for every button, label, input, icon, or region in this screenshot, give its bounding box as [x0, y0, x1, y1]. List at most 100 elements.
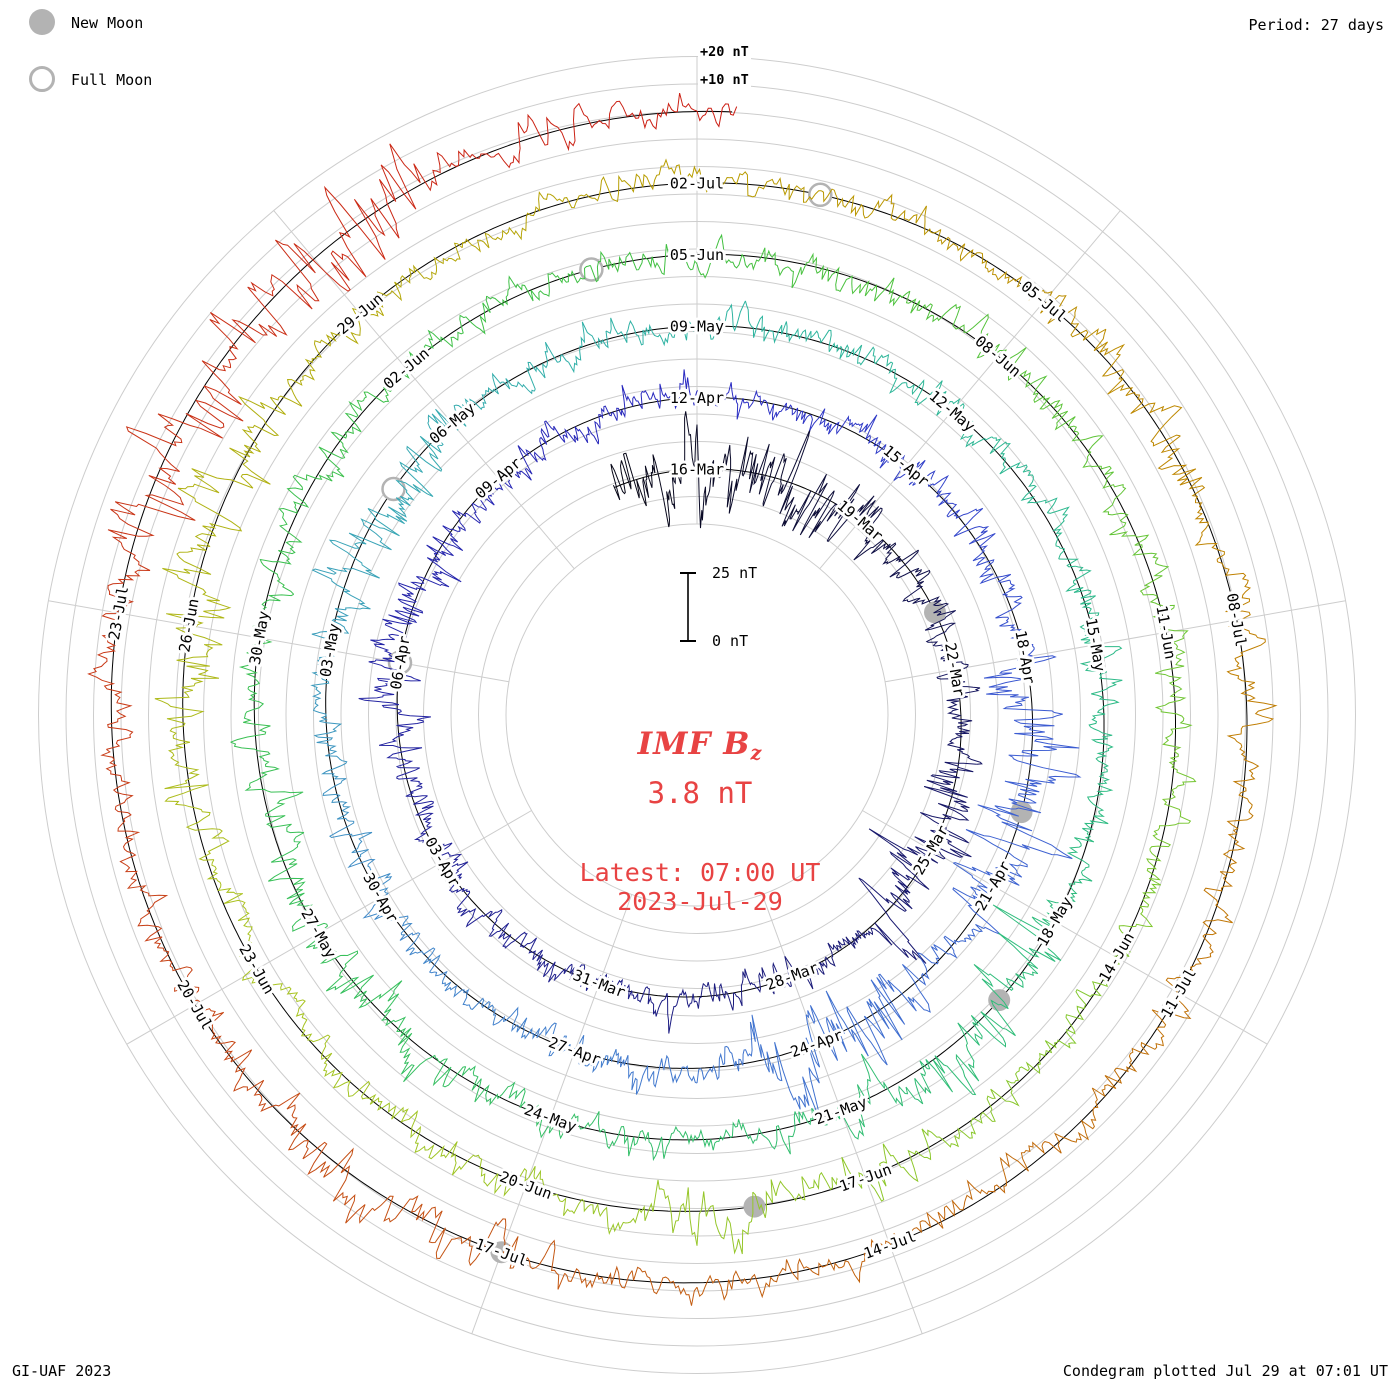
- bz-trace-segment: [363, 369, 410, 403]
- bz-trace-segment: [311, 567, 380, 610]
- bz-trace-segment: [270, 356, 318, 407]
- bz-trace-segment: [451, 393, 487, 431]
- baseline-spiral: [110, 110, 1248, 1284]
- full-moon-marker: [808, 182, 833, 208]
- bz-trace-segment: [853, 506, 883, 561]
- bz-trace-segment: [414, 1141, 476, 1176]
- bz-trace-segment: [696, 1270, 765, 1301]
- bz-trace-segment: [286, 885, 329, 934]
- bz-trace-segment: [651, 321, 698, 347]
- date-label: 30-May: [246, 610, 273, 666]
- full-moon-label: Full Moon: [71, 71, 153, 89]
- bz-trace-segment: [328, 819, 373, 865]
- bz-trace-segment: [1165, 933, 1214, 993]
- date-label: 14-Jun: [1095, 929, 1138, 985]
- scale-top-label: 25 nT: [712, 564, 758, 582]
- bz-trace-segment: [360, 495, 411, 537]
- bz-trace-segment: [846, 979, 903, 1066]
- bz-trace-segment: [917, 944, 951, 986]
- bz-trace-segment: [157, 947, 201, 1003]
- bz-trace-segment: [774, 1014, 821, 1115]
- bz-trace-segment: [995, 579, 1023, 623]
- full-moon-icon: [29, 66, 55, 92]
- bz-trace-segment: [1090, 738, 1114, 787]
- bz-trace-segment: [398, 565, 462, 591]
- bz-trace-segment: [323, 1063, 377, 1105]
- bz-trace-segment: [413, 795, 435, 835]
- bz-trace-segment: [988, 267, 1053, 301]
- imf-bz-title: IMF Bz: [0, 726, 1400, 764]
- date-label: 09-May: [670, 317, 724, 335]
- bz-trace-segment: [370, 143, 432, 239]
- bz-trace-segment: [884, 193, 942, 236]
- bz-trace-segment: [1157, 435, 1206, 501]
- bz-trace-segment: [381, 1002, 413, 1064]
- bz-trace: [87, 92, 1278, 1306]
- bz-trace-segment: [1005, 1047, 1053, 1091]
- bz-trace-segment: [758, 956, 792, 995]
- bz-trace-segment: [924, 610, 957, 644]
- bz-trace-segment: [1053, 1087, 1099, 1146]
- bz-trace-segment: [1162, 741, 1197, 800]
- bz-trace-segment: [902, 585, 950, 614]
- bz-trace-segment: [873, 353, 915, 394]
- bz-trace-segment: [696, 103, 738, 128]
- bz-trace-segment: [193, 1001, 236, 1063]
- bz-trace-segment: [472, 479, 504, 512]
- bz-trace-segment: [184, 804, 230, 861]
- bz-trace-segment: [553, 425, 599, 445]
- bz-trace-segment: [564, 1265, 633, 1289]
- bz-trace-segment: [786, 327, 832, 352]
- bz-trace-segment: [671, 411, 698, 509]
- bz-trace-segment: [419, 408, 459, 472]
- bz-trace-segment: [932, 643, 969, 668]
- bz-trace-segment: [610, 452, 647, 507]
- bz-trace-segment: [1102, 478, 1129, 536]
- bz-trace-segment: [1066, 831, 1095, 882]
- bz-trace-segment: [493, 113, 558, 169]
- bz-trace-segment: [230, 1049, 291, 1112]
- date-label: 20-Jul: [173, 977, 216, 1033]
- bz-trace-segment: [758, 177, 822, 203]
- bz-trace-segment: [952, 313, 1003, 359]
- bz-trace-segment: [525, 420, 555, 463]
- bz-trace-segment: [305, 933, 359, 992]
- bz-trace-segment: [1202, 871, 1233, 936]
- bz-trace-segment: [1008, 733, 1082, 778]
- bz-trace-segment: [594, 405, 626, 445]
- scale-bottom-label: 0 nT: [712, 632, 749, 650]
- date-label: 09-Apr: [472, 454, 525, 503]
- bz-trace-segment: [502, 1236, 566, 1290]
- bz-trace-segment: [792, 473, 837, 539]
- grid-spoke: [126, 810, 532, 1045]
- bz-trace-segment: [826, 1238, 890, 1284]
- bz-trace-segment: [185, 360, 244, 439]
- date-label: 11-Jun: [1152, 604, 1179, 660]
- bz-trace-segment: [809, 1156, 869, 1191]
- bz-trace-segment: [230, 741, 280, 792]
- bz-trace-segment: [642, 454, 673, 528]
- bz-trace-segment: [382, 589, 424, 625]
- bz-trace-segment: [738, 1014, 783, 1082]
- bz-trace-segment: [310, 650, 335, 694]
- bz-trace-segment: [1232, 746, 1260, 813]
- bz-trace-segment: [230, 688, 271, 743]
- bz-trace-segment: [946, 730, 983, 765]
- bz-trace-segment: [406, 329, 453, 373]
- bz-trace-segment: [399, 932, 441, 965]
- bz-trace-segment: [873, 440, 906, 481]
- bz-trace-segment: [1033, 392, 1078, 433]
- date-label: 12-Apr: [670, 389, 724, 407]
- bz-trace-segment: [536, 949, 573, 983]
- bz-trace-segment: [953, 403, 993, 448]
- bz-trace-segment: [164, 744, 209, 806]
- bz-trace-segment: [953, 838, 1028, 886]
- bz-trace-segment: [461, 226, 522, 253]
- new-moon-marker: [743, 1195, 766, 1218]
- bz-trace-segment: [442, 503, 481, 532]
- bz-trace-segment: [1139, 575, 1176, 632]
- plotted-label: Condegram plotted Jul 29 at 07:01 UT: [1062, 1362, 1388, 1380]
- bz-trace-segment: [659, 369, 698, 410]
